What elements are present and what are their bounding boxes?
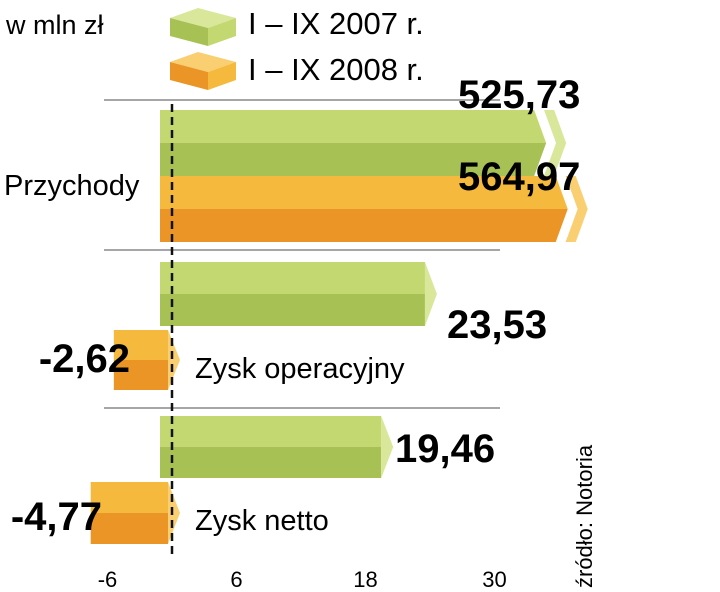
legend-label-2007: I – IX 2007 r. (248, 6, 424, 41)
bar-zysk-netto-2008 (90, 482, 180, 544)
bar-zysk-operacyjny-2007 (160, 262, 437, 326)
value-label: 564,97 (458, 155, 580, 199)
legend: I – IX 2007 r. I – IX 2008 r. (170, 6, 424, 90)
x-tick-label: -6 (98, 567, 118, 592)
x-tick-label: 30 (482, 567, 506, 592)
legend-label-2008: I – IX 2008 r. (248, 52, 424, 87)
category-label: Zysk operacyjny (195, 353, 405, 385)
category-label: Zysk netto (195, 505, 329, 537)
value-label: -4,77 (11, 495, 102, 539)
legend-swatch-2008 (170, 52, 236, 90)
value-label: -2,62 (39, 337, 130, 381)
value-label: 525,73 (458, 73, 580, 117)
legend-swatch-2007 (170, 8, 236, 46)
x-tick-label: 18 (353, 567, 377, 592)
bar-przychody-2007 (160, 110, 567, 176)
source-note: źródło: Notoria (572, 444, 597, 588)
bar-zysk-netto-2007 (160, 416, 394, 478)
category-label: Przychody (4, 170, 140, 202)
value-label: 19,46 (395, 427, 495, 471)
x-tick-label: 6 (230, 567, 242, 592)
value-label: 23,53 (447, 303, 547, 347)
unit-label: w mln zł (5, 10, 104, 40)
bar-przychody-2008 (160, 176, 588, 242)
